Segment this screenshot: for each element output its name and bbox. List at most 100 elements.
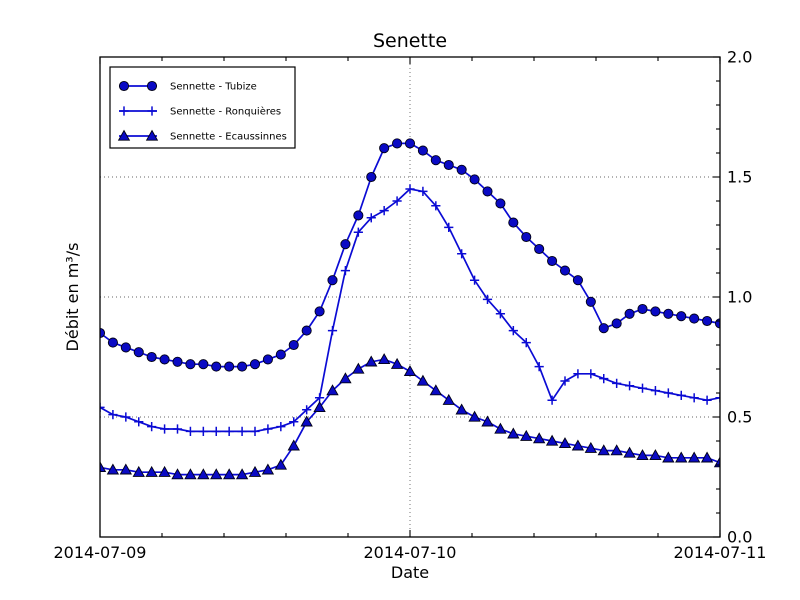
plus-marker bbox=[134, 417, 144, 427]
circle-marker bbox=[211, 361, 222, 372]
triangle-marker bbox=[106, 463, 120, 475]
y-tick-label: 0.0 bbox=[727, 528, 752, 547]
circle-marker bbox=[624, 308, 635, 319]
legend: Sennette - Tubize Sennette - Ronquières Se… bbox=[109, 66, 296, 149]
triangle-marker bbox=[623, 446, 636, 458]
circle-marker bbox=[288, 339, 299, 351]
circle-marker bbox=[392, 138, 403, 149]
circle-marker bbox=[353, 210, 364, 221]
circle-marker bbox=[482, 186, 493, 197]
series-tubize bbox=[100, 138, 720, 372]
triangle-marker bbox=[455, 403, 468, 415]
circle-marker bbox=[275, 349, 286, 360]
triangle-marker bbox=[222, 468, 236, 480]
circle-marker bbox=[650, 306, 661, 317]
triangle-marker bbox=[700, 451, 714, 463]
x-axis-label: Date bbox=[391, 563, 429, 582]
circle-marker bbox=[702, 315, 713, 327]
plus-marker bbox=[302, 405, 312, 415]
plus-marker bbox=[250, 426, 260, 436]
triangle-marker bbox=[261, 463, 275, 475]
circle-marker bbox=[379, 143, 390, 154]
triangle-marker bbox=[326, 384, 339, 396]
legend-entry: Sennette - Tubize bbox=[118, 80, 257, 93]
circle-marker bbox=[172, 356, 183, 367]
plus-marker bbox=[521, 338, 531, 348]
triangle-marker bbox=[649, 449, 662, 461]
circle-marker bbox=[185, 359, 196, 370]
triangle-marker bbox=[636, 449, 649, 461]
triangle-marker bbox=[442, 393, 455, 405]
triangle-marker bbox=[158, 465, 171, 477]
plus-marker bbox=[676, 390, 686, 400]
circle-marker bbox=[443, 159, 454, 171]
plus-marker bbox=[327, 326, 338, 336]
legend-box bbox=[109, 66, 296, 149]
plus-marker bbox=[573, 369, 583, 379]
plus-marker bbox=[379, 206, 389, 216]
triangle-marker bbox=[339, 372, 352, 384]
triangle-marker bbox=[713, 456, 720, 468]
triangle-marker bbox=[248, 465, 262, 477]
triangle-marker bbox=[662, 451, 675, 463]
triangle-marker bbox=[532, 432, 546, 444]
plus-marker bbox=[599, 374, 609, 384]
plus-marker bbox=[663, 388, 673, 398]
plus-marker bbox=[119, 106, 129, 116]
triangle-marker bbox=[117, 129, 131, 141]
plus-marker bbox=[276, 422, 286, 432]
plus-marker bbox=[340, 266, 351, 276]
series-ronquières bbox=[100, 184, 720, 436]
plus-marker bbox=[715, 393, 720, 403]
circle-marker bbox=[637, 303, 648, 315]
triangle-marker bbox=[171, 468, 184, 480]
triangle-marker bbox=[675, 451, 688, 463]
triangle-marker bbox=[403, 365, 417, 377]
circle-marker bbox=[107, 337, 118, 348]
triangle-marker bbox=[558, 437, 572, 449]
plus-marker bbox=[418, 186, 428, 196]
triangle-marker bbox=[287, 439, 300, 451]
circle-marker bbox=[521, 231, 532, 243]
legend-entry: Sennette - Ecaussinnes bbox=[117, 129, 287, 143]
tick-layer bbox=[99, 56, 721, 538]
legend-label: Sennette - Ronquières bbox=[170, 106, 281, 118]
y-tick-label: 0.5 bbox=[727, 408, 752, 427]
plus-marker bbox=[108, 410, 118, 420]
circle-marker bbox=[508, 217, 519, 228]
circle-marker bbox=[689, 313, 700, 324]
triangle-marker bbox=[597, 444, 610, 456]
circle-marker bbox=[495, 198, 506, 209]
plus-marker bbox=[121, 412, 131, 422]
triangle-marker bbox=[507, 427, 520, 439]
plus-marker bbox=[237, 426, 247, 436]
plus-marker bbox=[224, 426, 234, 436]
circle-marker bbox=[404, 138, 416, 149]
circle-marker bbox=[198, 359, 209, 370]
circle-marker bbox=[572, 275, 583, 286]
y-tick-label: 1.5 bbox=[727, 168, 752, 187]
x-tick-label: 2014-07-10 bbox=[364, 543, 457, 562]
triangle-marker bbox=[520, 429, 533, 441]
plus-marker bbox=[211, 426, 221, 436]
y-tick-label: 1.0 bbox=[727, 288, 752, 307]
triangle-marker bbox=[313, 401, 326, 413]
plus-marker bbox=[263, 424, 273, 434]
plus-marker bbox=[547, 395, 557, 405]
plus-marker bbox=[534, 362, 544, 372]
plus-marker bbox=[444, 222, 454, 232]
plus-marker bbox=[495, 309, 506, 319]
triangle-marker bbox=[584, 441, 598, 453]
triangle-marker bbox=[494, 422, 507, 434]
chart-title: Senette bbox=[373, 30, 447, 52]
plus-marker bbox=[147, 422, 157, 432]
y-axis-label: Débit en m³/s bbox=[63, 243, 82, 352]
plus-marker bbox=[185, 426, 196, 436]
triangle-marker bbox=[300, 415, 313, 427]
grid-layer bbox=[100, 57, 720, 537]
triangle-marker bbox=[365, 355, 378, 367]
circle-marker bbox=[340, 239, 351, 250]
series-layer bbox=[100, 138, 720, 480]
plus-marker bbox=[482, 294, 493, 304]
circle-marker bbox=[133, 347, 144, 358]
